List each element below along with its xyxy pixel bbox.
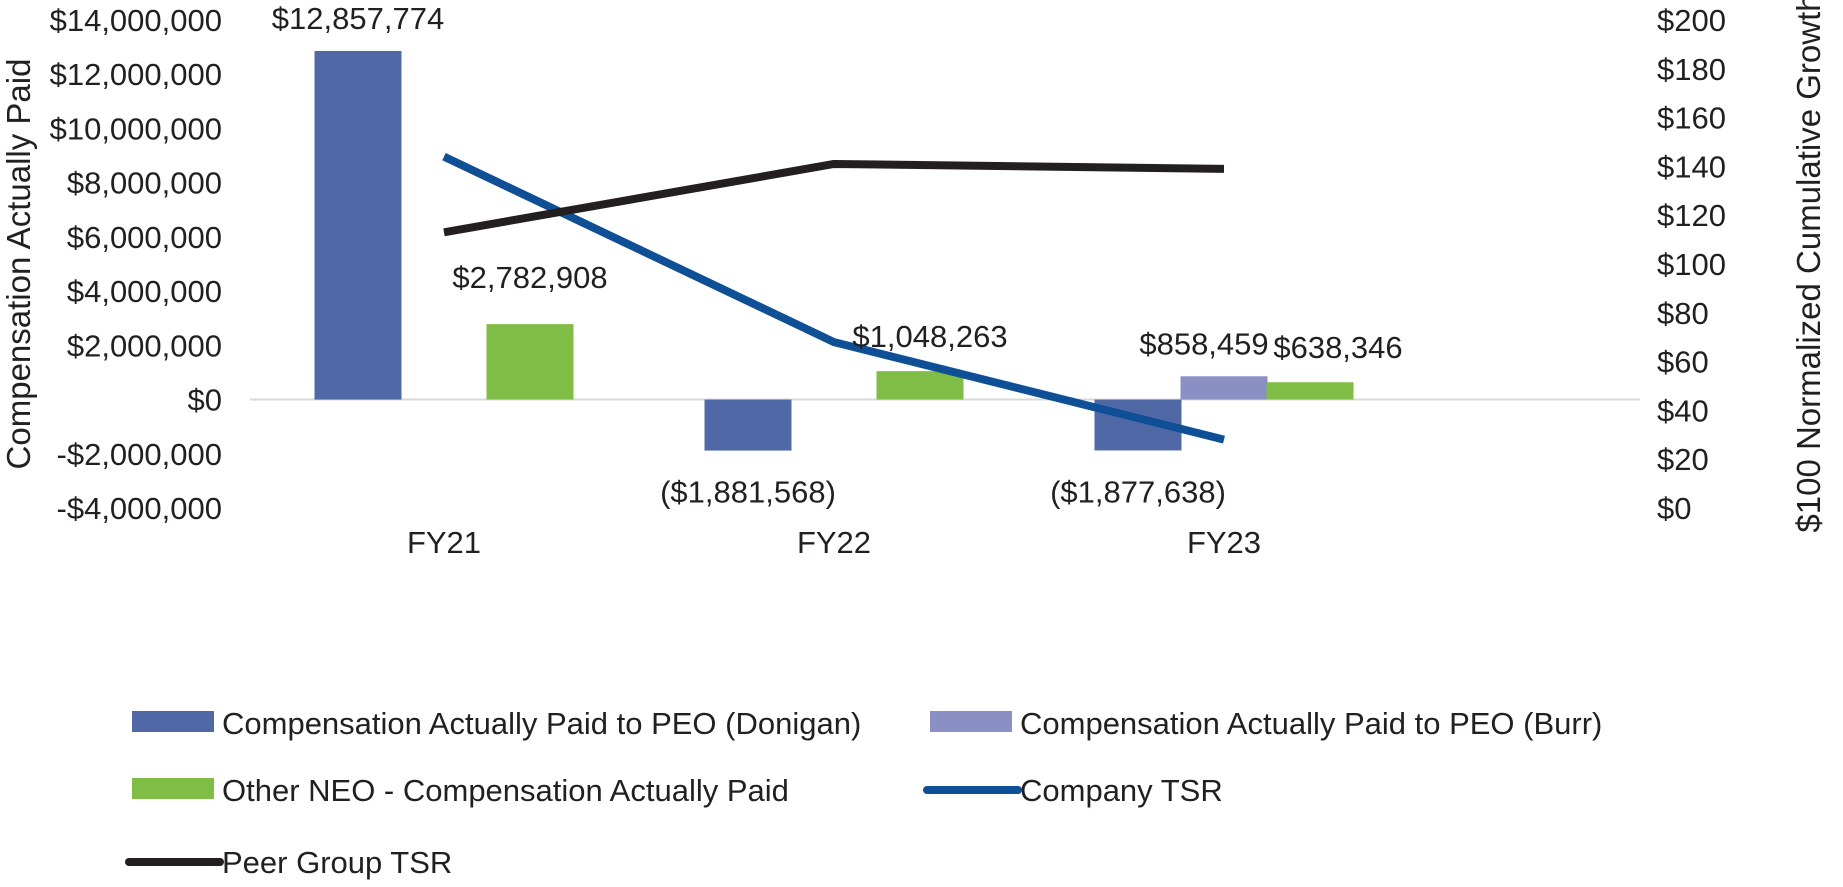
axes-group: $14,000,000 $12,000,000 $10,000,000 $8,000,… <box>0 0 1827 560</box>
left-axis-tick-label: $2,000,000 <box>67 328 222 363</box>
right-axis-tick-label: $20 <box>1657 442 1709 477</box>
bar-compensation-actually-paid-to-peo-donigan-fy21 <box>315 51 402 400</box>
line-peer-group-tsr <box>444 164 1224 232</box>
data-label: $12,857,774 <box>272 1 444 36</box>
right-axis-tick-label: $200 <box>1657 3 1726 38</box>
left-axis-tick-label: -$4,000,000 <box>57 491 222 526</box>
left-axis-tick-label: $10,000,000 <box>50 111 222 146</box>
x-axis-category-label: FY23 <box>1187 525 1261 560</box>
right-axis-tick-label: $0 <box>1657 491 1691 526</box>
bars-group <box>315 51 1354 451</box>
right-axis-tick-label: $60 <box>1657 345 1709 380</box>
bar-other-neo-compensation-actually-paid-fy23 <box>1267 382 1354 399</box>
bar-other-neo-compensation-actually-paid-fy21 <box>487 324 574 399</box>
bar-compensation-actually-paid-to-peo-burr-fy23 <box>1181 376 1268 399</box>
left-axis-tick-label: $6,000,000 <box>67 220 222 255</box>
right-axis-tick-label: $140 <box>1657 149 1726 184</box>
right-axis-tick-label: $160 <box>1657 101 1726 136</box>
right-axis-tick-label: $40 <box>1657 393 1709 428</box>
legend-label-compensation-actually-paid-to-peo-burr: Compensation Actually Paid to PEO (Burr) <box>1020 706 1602 741</box>
data-label: $858,459 <box>1139 326 1268 361</box>
legend-label-company-tsr: Company TSR <box>1020 773 1223 808</box>
legend-swatch-other-neo-compensation-actually-paid <box>132 778 214 799</box>
data-label: $2,782,908 <box>452 260 607 295</box>
legend-group: Compensation Actually Paid to PEO (Donig… <box>129 706 1602 880</box>
data-label: ($1,877,638) <box>1050 474 1226 509</box>
left-axis-tick-label: $8,000,000 <box>67 166 222 201</box>
bar-other-neo-compensation-actually-paid-fy22 <box>877 371 964 399</box>
y2-axis-title: $100 Normalized Cumulative Growth <box>1790 0 1827 533</box>
x-axis-category-label: FY21 <box>407 525 481 560</box>
legend-swatch-compensation-actually-paid-to-peo-burr <box>930 711 1012 732</box>
data-label: $638,346 <box>1273 330 1402 365</box>
left-axis-tick-label: $0 <box>188 383 222 418</box>
x-axis-category-label: FY22 <box>797 525 871 560</box>
right-axis-tick-label: $80 <box>1657 296 1709 331</box>
left-axis-tick-label: $4,000,000 <box>67 274 222 309</box>
legend-label-compensation-actually-paid-to-peo-donigan: Compensation Actually Paid to PEO (Donig… <box>222 706 861 741</box>
legend-swatch-compensation-actually-paid-to-peo-donigan <box>132 711 214 732</box>
right-axis-tick-label: $180 <box>1657 52 1726 87</box>
data-label: $1,048,263 <box>852 319 1007 354</box>
bar-compensation-actually-paid-to-peo-donigan-fy22 <box>705 400 792 451</box>
right-axis-tick-label: $100 <box>1657 247 1726 282</box>
left-axis-tick-label: -$2,000,000 <box>57 437 222 472</box>
data-label: ($1,881,568) <box>660 475 836 510</box>
left-axis-tick-label: $12,000,000 <box>50 57 222 92</box>
right-axis-tick-label: $120 <box>1657 198 1726 233</box>
y-axis-title: Compensation Actually Paid <box>0 59 37 470</box>
legend-label-other-neo-compensation-actually-paid: Other NEO - Compensation Actually Paid <box>222 773 789 808</box>
legend-label-peer-group-tsr: Peer Group TSR <box>222 845 452 880</box>
data-labels-group: $12,857,774 ($1,881,568) ($1,877,638) $858,… <box>272 1 1403 510</box>
left-axis-tick-label: $14,000,000 <box>50 3 222 38</box>
